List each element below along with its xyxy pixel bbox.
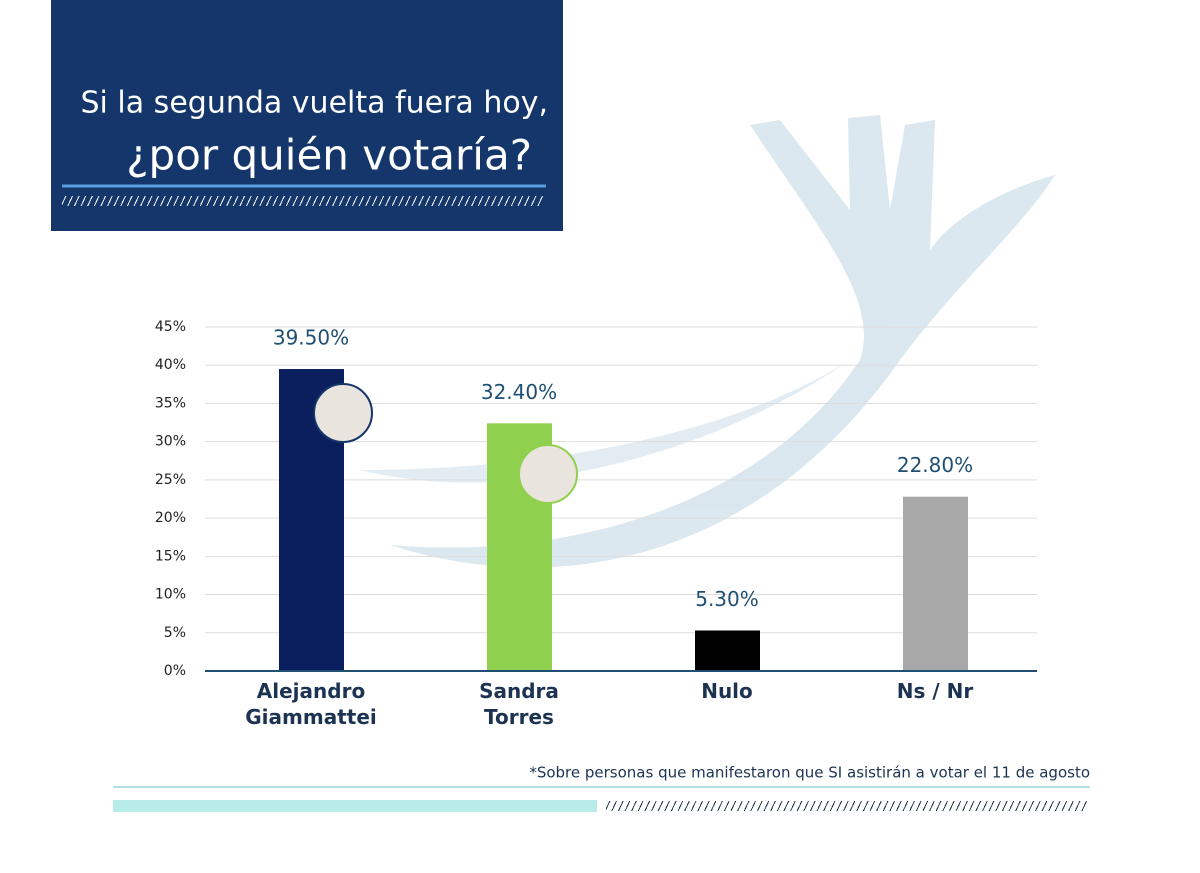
y-tick-label: 30% (155, 434, 186, 450)
value-label: 22.80% (897, 453, 973, 477)
candidate-photo (313, 383, 373, 443)
y-tick-label: 25% (155, 472, 186, 488)
x-tick-label: Ns / Nr (896, 679, 974, 703)
title-box (51, 0, 563, 231)
value-label: 5.30% (695, 587, 759, 611)
y-tick-label: 0% (164, 663, 186, 679)
footer-bar (113, 800, 597, 812)
y-tick-label: 40% (155, 357, 186, 373)
title-line: ¿por quién votaría? (126, 131, 532, 180)
footnote: *Sobre personas que manifestaron que SI … (529, 764, 1090, 782)
y-tick-label: 5% (164, 625, 186, 641)
title-line: Si la segunda vuelta fuera hoy, (81, 86, 548, 121)
x-tick-label: Sandra Torres (479, 679, 559, 729)
bar (695, 630, 760, 671)
y-tick-label: 20% (155, 510, 186, 526)
decoration (606, 801, 1088, 811)
candidate-photo (518, 444, 578, 504)
y-tick-label: 10% (155, 587, 186, 603)
x-tick-label: Alejandro Giammattei (245, 679, 377, 729)
value-label: 32.40% (481, 380, 557, 404)
x-tick-label: Nulo (701, 679, 753, 703)
y-tick-label: 35% (155, 395, 186, 411)
value-label: 39.50% (273, 326, 349, 350)
y-tick-label: 45% (155, 319, 186, 335)
decoration (62, 196, 544, 206)
bar (903, 496, 968, 671)
y-tick-label: 15% (155, 548, 186, 564)
background-hand (360, 115, 1055, 568)
